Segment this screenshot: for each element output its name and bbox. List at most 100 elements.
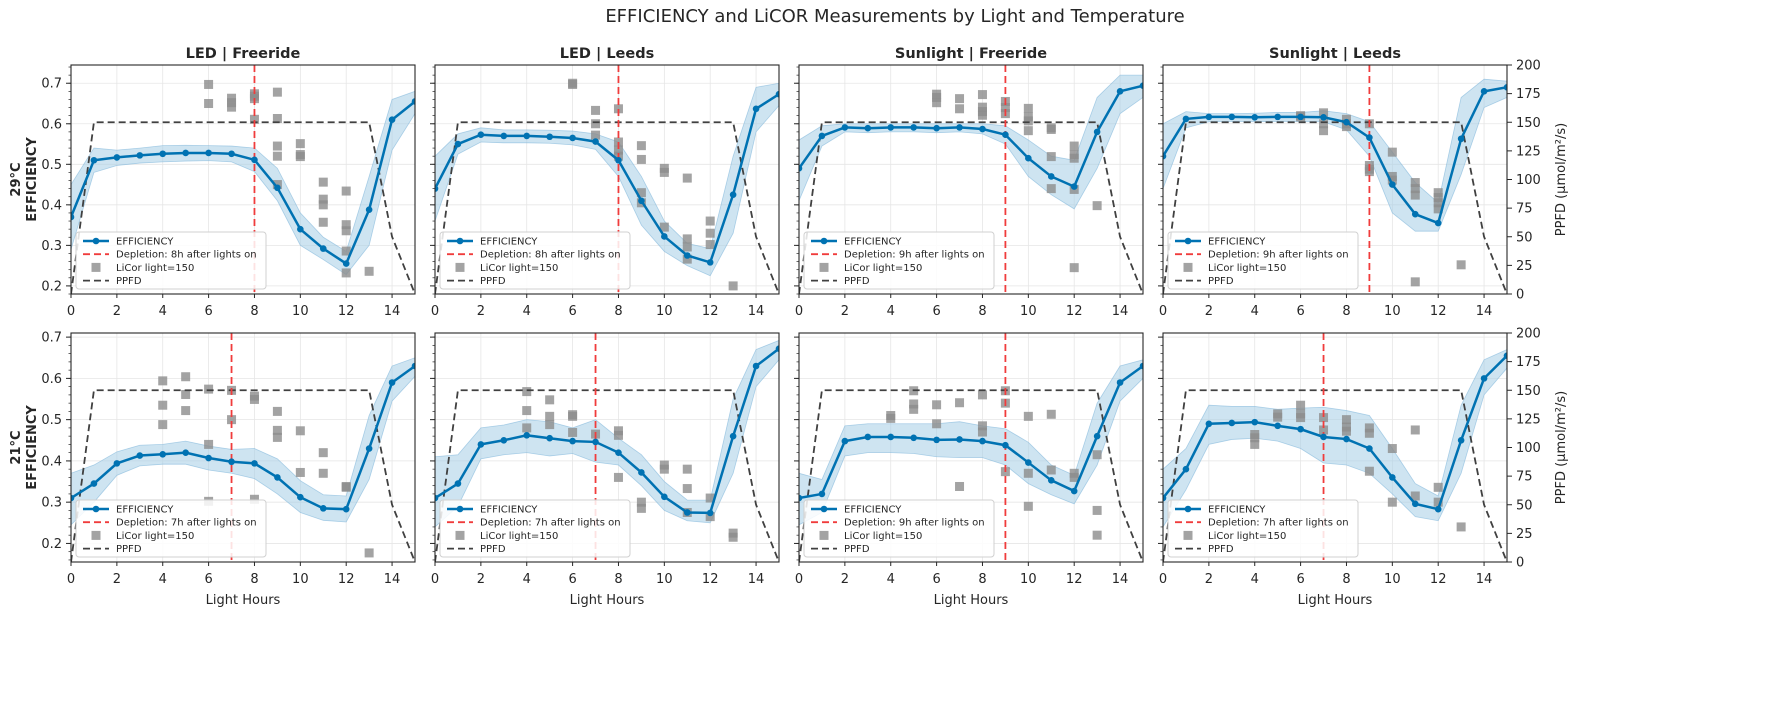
legend-ppfd-label: PPFD [844, 276, 870, 287]
x-tick-label: 14 [748, 572, 765, 587]
efficiency-point [956, 436, 963, 443]
licor-point [682, 242, 692, 252]
efficiency-point [1434, 505, 1442, 513]
efficiency-point [910, 124, 917, 131]
licor-point [636, 497, 646, 507]
efficiency-point [1139, 82, 1143, 89]
efficiency-point [661, 233, 668, 240]
efficiency-point [887, 124, 895, 131]
efficiency-point [113, 460, 121, 467]
efficiency-point [615, 449, 622, 456]
x-tick-label: 4 [887, 304, 895, 319]
x-tick-label: 14 [1476, 304, 1493, 319]
licor-point [364, 266, 374, 276]
x-tick-label: 0 [67, 572, 75, 587]
x-tick-label: 2 [841, 572, 849, 587]
panel-1-1: EFFICIENCY Depletion: 7h after lights on L… [430, 332, 780, 566]
efficiency-line [71, 100, 415, 266]
legend-efficiency-marker [1184, 505, 1192, 513]
x-tick-label: 4 [1251, 572, 1259, 587]
x-tick-label: 8 [614, 572, 622, 587]
licor-point [636, 503, 646, 513]
licor-point [522, 423, 532, 433]
efficiency-point [113, 154, 121, 161]
licor-point [295, 426, 305, 436]
efficiency-point [752, 105, 760, 113]
right-y-tick-label: 0 [1516, 556, 1524, 571]
y-axis-label: EFFICIENCY [25, 405, 40, 490]
right-y-tick-label: 50 [1516, 498, 1533, 513]
legend-licor-label: LiCor light=150 [844, 531, 922, 542]
efficiency-point [71, 213, 75, 221]
licor-point [613, 104, 623, 114]
legend-box [439, 231, 631, 290]
efficiency-line [435, 93, 779, 264]
efficiency-point [1163, 152, 1167, 160]
licor-point [955, 104, 965, 114]
legend-depletion-label: Depletion: 8h after lights on [480, 250, 621, 261]
efficiency-point [523, 432, 531, 439]
right-y-tick-label: 125 [1516, 144, 1541, 159]
efficiency-point [1116, 379, 1124, 386]
efficiency-point [1182, 465, 1190, 473]
efficiency-line [71, 364, 415, 511]
licor-point [1023, 103, 1033, 113]
x-tick-label: 14 [1112, 304, 1129, 319]
efficiency-point [477, 441, 485, 448]
licor-point [1410, 178, 1420, 188]
axes-frame [798, 332, 1144, 563]
licor-point [272, 87, 282, 97]
efficiency-point [1503, 83, 1507, 91]
licor-point [932, 98, 942, 108]
x-tick-label: 6 [932, 572, 940, 587]
legend-box [75, 231, 267, 290]
licor-point [1023, 116, 1033, 126]
efficiency-point [228, 150, 235, 158]
y-tick-label: 0.2 [41, 279, 62, 294]
licor-point [295, 139, 305, 149]
x-tick-label: 12 [1066, 304, 1083, 319]
licor-point [728, 281, 738, 291]
licor-point [272, 425, 282, 435]
ppfd-line [1163, 121, 1507, 294]
legend-licor-swatch [1183, 530, 1193, 540]
efficiency-point [569, 437, 576, 445]
efficiency-point [1205, 113, 1213, 121]
efficiency-point [1343, 118, 1350, 126]
axes-frame [434, 332, 780, 563]
licor-point [341, 220, 351, 230]
efficiency-point [1139, 362, 1143, 370]
x-tick-label: 8 [978, 572, 986, 587]
efficiency-point [729, 191, 737, 198]
licor-point [272, 406, 282, 416]
right-y-tick-label: 0 [1516, 288, 1524, 303]
licor-point [272, 114, 282, 124]
licor-point [1069, 153, 1079, 163]
licor-point [1069, 472, 1079, 482]
legend-depletion-label: Depletion: 8h after lights on [116, 250, 257, 261]
row-temperature-label: 21°C [9, 430, 24, 464]
x-tick-label: 10 [292, 304, 309, 319]
licor-point [181, 406, 191, 416]
licor-point [227, 415, 237, 425]
licor-point [1410, 190, 1420, 200]
efficiency-point [638, 469, 645, 476]
licor-point [181, 372, 191, 382]
licor-point [1000, 103, 1010, 113]
licor-point [705, 228, 715, 238]
legend-licor-swatch [91, 530, 101, 540]
efficiency-point [500, 436, 508, 444]
licor-point [682, 484, 692, 494]
licor-point [227, 102, 237, 112]
legend-box [803, 499, 995, 558]
efficiency-point [638, 197, 645, 205]
licor-point [545, 411, 555, 421]
y-tick-label: 0.5 [41, 158, 62, 173]
licor-point [272, 141, 282, 151]
efficiency-point [979, 437, 986, 445]
legend-licor-label: LiCor light=150 [480, 263, 558, 274]
licor-point [272, 151, 282, 161]
legend-box [1167, 499, 1359, 558]
efficiency-point [864, 124, 872, 132]
